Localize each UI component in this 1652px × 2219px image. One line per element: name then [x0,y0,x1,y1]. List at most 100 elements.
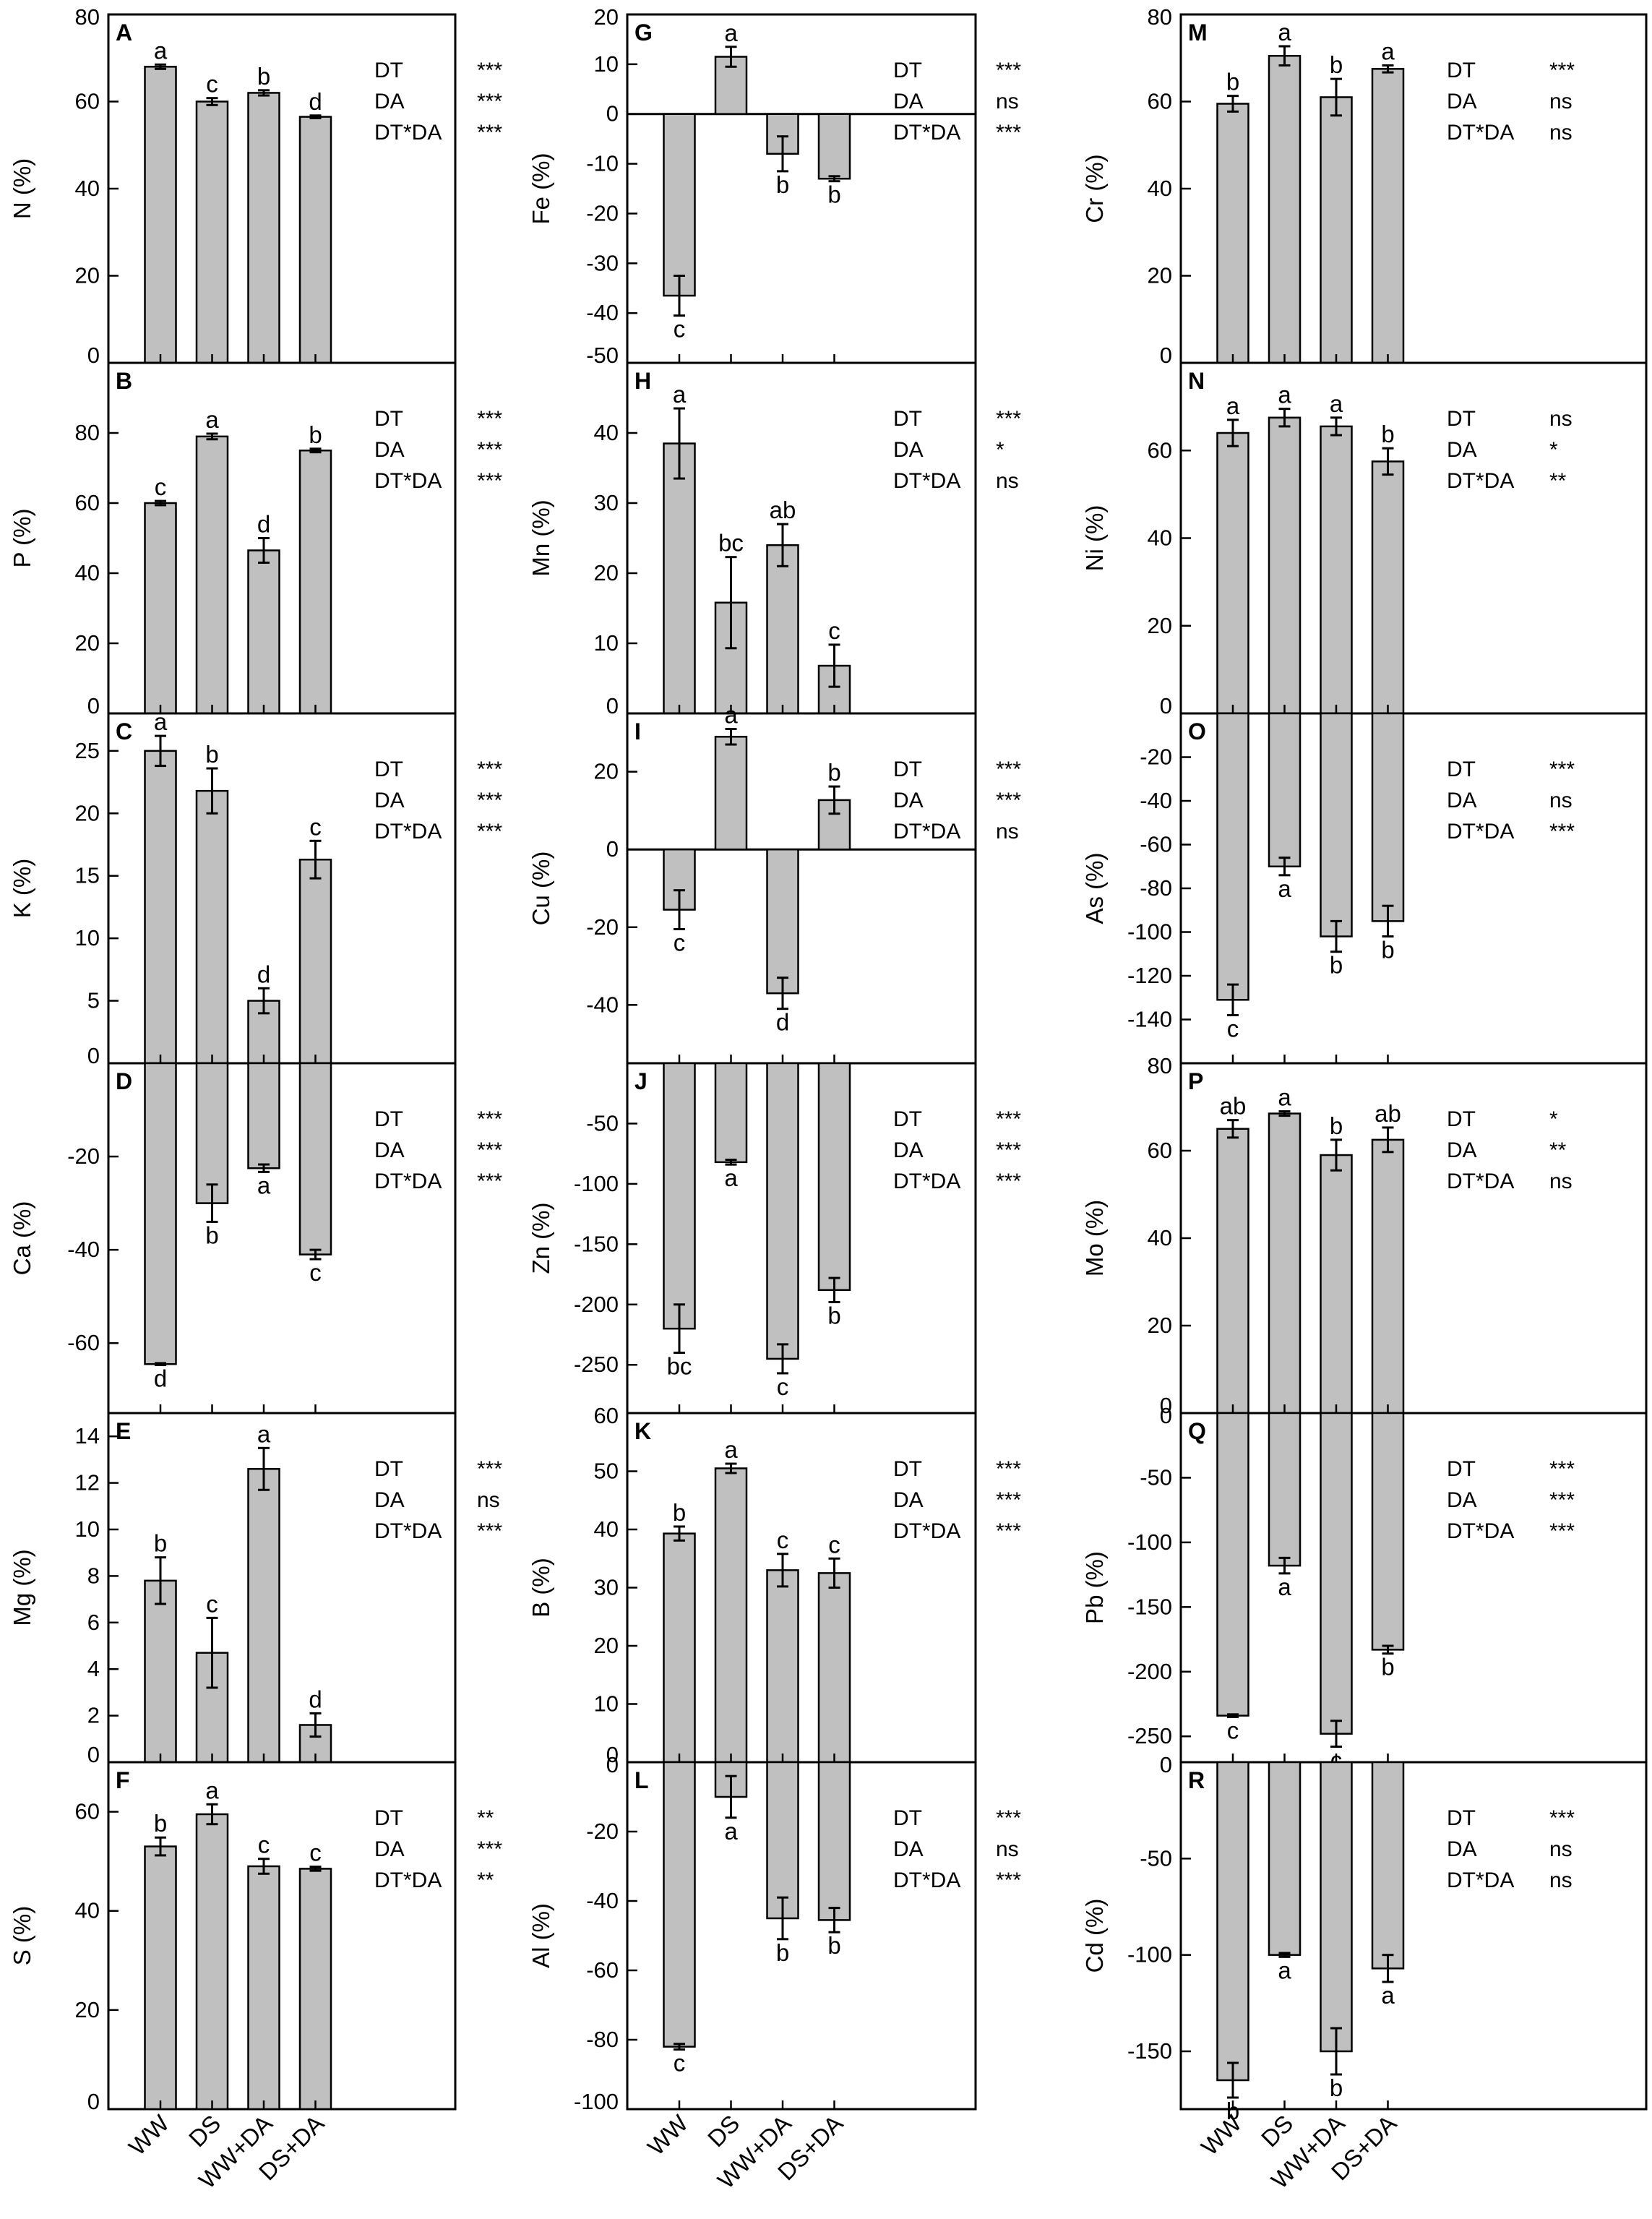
stats-term: DT*DA [1447,1519,1514,1543]
y-axis-label: S (%) [9,1906,35,1966]
panel-letter: A [116,20,132,46]
significance-letter: b [154,1530,167,1557]
stats-significance: *** [996,789,1021,812]
stats-term: DT [893,1457,922,1481]
stats-significance: ns [1549,90,1573,113]
x-category-label: DS [1256,2110,1299,2153]
stats-term: DT [374,1107,403,1131]
y-tick-label: 20 [75,263,100,288]
bar-ds [195,100,229,364]
y-tick-label: 0 [1160,693,1172,718]
y-tick-label: 60 [1148,437,1172,463]
significance-letter: a [1278,19,1291,46]
stats-significance: *** [1549,1488,1575,1512]
significance-letter: b [776,171,789,198]
panel-letter: L [634,1767,649,1793]
significance-letter: a [1278,1084,1291,1111]
significance-letter: b [1381,421,1394,447]
y-axis-label: Cd (%) [1081,1899,1108,1973]
stats-significance: *** [1549,1806,1575,1830]
stats-significance: ns [1549,789,1573,812]
bar-ds-plus-da [298,1868,332,2111]
y-axis-label: Fe (%) [528,153,554,225]
stats-term: DT*DA [374,469,442,493]
y-axis-label: B (%) [528,1558,554,1618]
y-tick-label: 40 [1148,176,1172,201]
y-tick-label: 0 [606,1752,619,1777]
y-tick-label: -20 [586,914,619,940]
stats-significance: *** [1549,820,1575,844]
y-tick-label: 12 [75,1470,100,1495]
bar-ww [1216,103,1249,364]
y-tick-label: 40 [1148,1225,1172,1250]
panel-frame [107,1761,457,2111]
y-tick-label: -80 [586,2027,619,2052]
stats-term: DT*DA [893,820,960,844]
stats-significance: ns [1549,1169,1573,1193]
stats-term: DT*DA [374,1519,442,1543]
y-tick-label: -100 [1127,919,1172,945]
stats-significance: *** [477,1107,502,1131]
y-tick-label: 2 [87,1703,100,1728]
stats-term: DA [1447,1138,1477,1162]
stats-significance: *** [996,1457,1021,1481]
y-tick-label: -40 [586,300,619,325]
bar-ww [144,1579,177,1764]
significance-letter: a [724,702,738,729]
bar-ds-plus-da [298,858,332,1065]
bar-ds-plus-da [1371,1412,1405,1651]
y-tick-label: 20 [75,1997,100,2022]
significance-letter: c [206,1590,218,1617]
y-tick-label: 40 [75,176,100,201]
y-tick-label: -250 [1127,1723,1172,1748]
panel-a: 0 20 40 60 80 N (%) Aa c b d DT *** DA *** DT*DA *** [9,4,502,368]
y-tick-label: 20 [594,759,619,784]
stats-significance: *** [996,1868,1021,1892]
y-axis-label: Ca (%) [9,1201,35,1276]
y-tick-label: 0 [1160,1403,1172,1428]
stats-significance: *** [477,820,502,844]
y-tick-label: 0 [606,1742,619,1767]
stats-significance: * [996,438,1004,462]
bar-ds [714,736,748,851]
stats-term: DT [1447,1806,1476,1830]
stats-term: DT [1447,1107,1476,1131]
bar-ww-plus-da [1320,1761,1353,2053]
panel-frame [1179,712,1648,1065]
significance-letter: c [674,929,686,956]
stats-term: DT*DA [374,1868,442,1892]
panel-d: -60 -40 -20 Ca (%) Dd b a c DT *** DA *** DT*DA *** [9,1062,502,1415]
stats-term: DA [374,438,405,462]
significance-letter: b [827,181,840,208]
panel-letter: D [116,1068,132,1094]
y-tick-label: 40 [75,1898,100,1923]
y-tick-label: -20 [67,1143,100,1169]
y-tick-label: 20 [594,1633,619,1658]
stats-term: DT [893,1806,922,1830]
y-axis-label: Mg (%) [9,1549,35,1626]
bar-ds [195,1062,229,1204]
bar-ds [1268,1761,1302,1956]
stats-significance: *** [477,1837,502,1861]
bar-ww-plus-da [766,544,799,715]
significance-letter: b [205,1222,218,1248]
stats-significance: *** [1549,1457,1575,1481]
stats-term: DT*DA [1447,820,1514,844]
y-tick-label: 10 [594,51,619,77]
stats-term: DA [893,90,924,113]
y-tick-label: 0 [606,693,619,718]
significance-letter: a [1330,390,1343,417]
stats-term: DT [1447,59,1476,82]
panel-letter: G [634,20,653,46]
y-tick-label: 10 [75,1516,100,1542]
stats-significance: * [1549,1107,1558,1131]
stats-term: DA [374,1138,405,1162]
significance-letter: c [206,71,218,98]
stats-term: DT [374,1457,403,1481]
y-tick-label: 20 [75,630,100,656]
bar-ww [144,502,177,715]
y-tick-label: -50 [1140,1845,1172,1871]
panel-i: -40 -20 0 20 Cu (%) Ic a d b DT *** DA *** DT*DA ns [528,702,1021,1065]
